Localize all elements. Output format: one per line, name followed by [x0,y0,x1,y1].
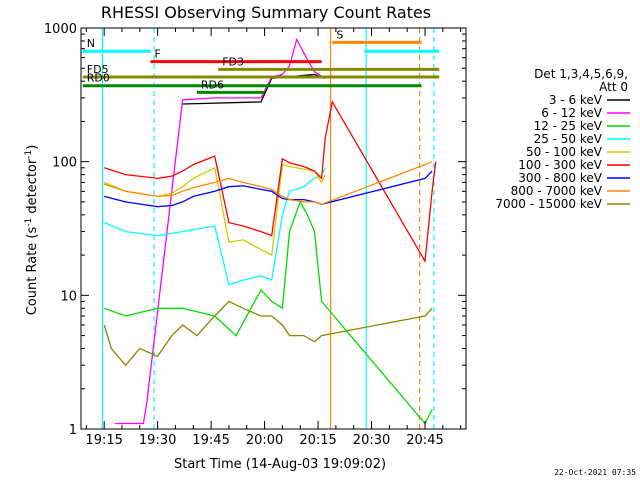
legend-label-5: 100 - 300 keV [518,158,602,172]
legend-label-6: 300 - 800 keV [518,171,602,185]
data-layer [101,28,437,429]
flag-label-rd6: RD6 [201,78,224,91]
x-tick-label-0: 19:15 [85,433,122,448]
x-tick-label-3: 20:00 [246,433,283,448]
series-line-3 [103,167,326,286]
series-line-2 [103,200,433,425]
flag-label-fd5: FD5 [87,63,109,76]
legend-header-line1: Det 1,3,4,5,6,9, [534,67,628,81]
x-axis: 19:15 19:30 19:45 20:00 20:15 20:30 20:45 [85,28,462,448]
x-tick-label-1: 19:30 [139,433,176,448]
y-axis-label-mid: detector [25,158,40,218]
chart-title: RHESSI Observing Summary Count Rates [101,3,431,22]
legend-label-8: 7000 - 15000 keV [495,197,602,211]
legend-label-1: 6 - 12 keV [541,106,603,120]
y-axis-label-end: ) [25,145,40,150]
legend-label-7: 800 - 7000 keV [511,184,603,198]
series-line-1 [114,37,326,425]
flag-label-n: N [87,37,95,50]
series-line-8 [103,300,433,367]
y-tick-label-2: 100 [52,156,77,171]
x-axis-label: Start Time (14-Aug-03 19:09:02) [174,457,386,472]
legend-label-4: 50 - 100 keV [526,145,603,159]
x-tick-label-5: 20:30 [353,433,390,448]
series-line-7 [103,161,433,205]
flag-label-f: F [155,48,161,61]
flag-label-rd0: RD0 [87,72,110,85]
footer-date: 22-Oct-2021 07:35 [554,468,636,477]
y-axis: 1 10 100 1000 [44,22,466,438]
y-axis-label-sup2: -1 [24,150,34,159]
y-axis-label-main: Count Rate (s [25,227,40,316]
y-tick-label-1: 10 [60,289,77,304]
legend-header-line2: Att 0 [599,80,628,94]
flag-label-s: S [336,28,343,41]
legend-label-0: 3 - 6 keV [549,93,603,107]
y-tick-label-3: 1000 [44,22,77,37]
y-tick-label-0: 1 [69,423,77,438]
y-axis-label: Count Rate (s-1 detector-1) [24,145,40,316]
legend-label-3: 25 - 50 keV [534,132,603,146]
x-tick-label-6: 20:45 [406,433,443,448]
series-line-5 [104,100,437,264]
flag-label-fd3: FD3 [222,55,244,68]
legend-label-2: 12 - 25 keV [534,119,603,133]
plot-frame [80,27,467,430]
x-tick-label-2: 19:45 [192,433,229,448]
x-tick-label-4: 20:15 [299,433,336,448]
series-line-4 [103,163,326,257]
y-axis-label-sup1: -1 [24,218,34,227]
